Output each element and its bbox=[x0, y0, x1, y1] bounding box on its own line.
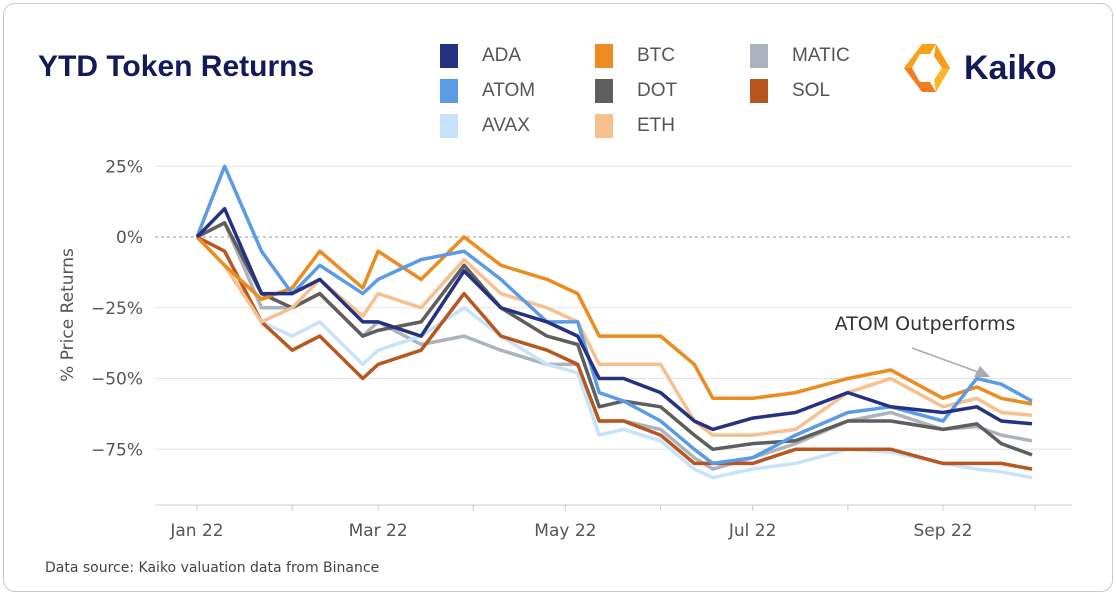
series-line-sol bbox=[196, 235, 1033, 471]
series-line-ada bbox=[195, 206, 1033, 432]
kaiko-logo: Kaiko bbox=[900, 40, 1057, 96]
legend-swatch bbox=[595, 44, 613, 68]
y-tick-label: 25% bbox=[105, 157, 143, 177]
y-tick-label: −25% bbox=[91, 299, 143, 319]
legend-item-matic[interactable]: MATIC bbox=[750, 44, 850, 68]
legend-label: DOT bbox=[637, 80, 678, 101]
legend-item-atom[interactable]: ATOM bbox=[440, 79, 535, 103]
legend-swatch bbox=[440, 79, 458, 103]
logo-text: Kaiko bbox=[964, 48, 1057, 87]
x-tick-label: May 22 bbox=[534, 521, 596, 541]
legend-swatch bbox=[440, 114, 458, 138]
legend-item-dot[interactable]: DOT bbox=[595, 79, 677, 103]
y-tick-label: 0% bbox=[116, 228, 143, 248]
legend-label: AVAX bbox=[482, 115, 530, 136]
legend-item-btc[interactable]: BTC bbox=[595, 44, 675, 68]
x-tick-label: Sep 22 bbox=[913, 521, 972, 541]
x-tick-label: Mar 22 bbox=[349, 521, 408, 541]
legend-label: ATOM bbox=[482, 80, 536, 101]
legend-swatch bbox=[595, 79, 613, 103]
annotation-label: ATOM Outperforms bbox=[835, 313, 1016, 335]
series-line-avax bbox=[195, 235, 1033, 480]
legend-swatch bbox=[595, 114, 613, 138]
chart-title: YTD Token Returns bbox=[38, 50, 315, 83]
annotation-arrowhead-icon bbox=[974, 366, 990, 377]
legend-item-avax[interactable]: AVAX bbox=[440, 114, 530, 138]
y-tick-label: −50% bbox=[91, 370, 143, 390]
series-line-dot bbox=[196, 221, 1033, 457]
legend-label: BTC bbox=[637, 45, 675, 66]
legend-label: SOL bbox=[792, 80, 831, 101]
x-tick-label: Jul 22 bbox=[728, 521, 777, 541]
legend-label: MATIC bbox=[792, 45, 850, 66]
legend-swatch bbox=[750, 79, 768, 103]
legend-item-eth[interactable]: ETH bbox=[595, 114, 675, 138]
annotation-arrow-line bbox=[911, 347, 979, 373]
y-tick-label: −75% bbox=[91, 440, 143, 460]
legend-item-ada[interactable]: ADA bbox=[440, 44, 521, 68]
data-source-note: Data source: Kaiko valuation data from B… bbox=[45, 560, 380, 576]
y-axis-label: % Price Returns bbox=[58, 248, 78, 382]
kaiko-logo-icon bbox=[904, 44, 950, 92]
chart-card bbox=[3, 3, 1113, 592]
legend-swatch bbox=[750, 44, 768, 68]
series-line-btc bbox=[195, 235, 1033, 406]
legend-swatch bbox=[440, 44, 458, 68]
x-tick-label: Jan 22 bbox=[169, 521, 223, 541]
legend-item-sol[interactable]: SOL bbox=[750, 79, 830, 103]
legend-label: ETH bbox=[637, 115, 675, 136]
legend-label: ADA bbox=[482, 45, 522, 66]
